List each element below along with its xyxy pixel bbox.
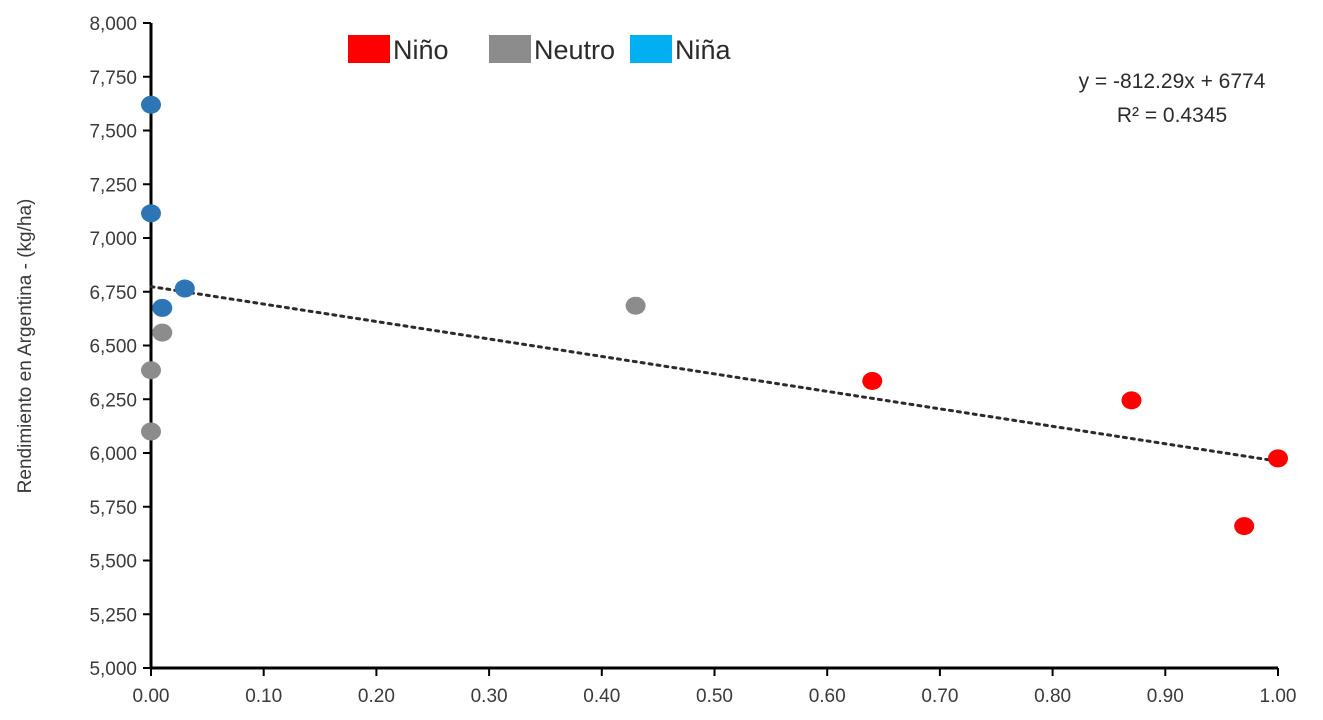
y-tick-label: 7,000 xyxy=(89,229,137,250)
data-point-ni-a xyxy=(141,95,161,114)
x-tick-label: 0.10 xyxy=(245,686,282,707)
y-tick-label: 6,000 xyxy=(89,444,137,465)
r-squared-label: R² = 0.4345 xyxy=(1117,104,1227,127)
annotations: y = -812.29x + 6774 R² = 0.4345 xyxy=(1079,70,1266,127)
data-point-ni-a xyxy=(152,298,173,317)
y-tick-label: 5,500 xyxy=(89,552,137,573)
data-point-neutro xyxy=(141,361,161,380)
y-tick-label: 6,250 xyxy=(89,390,137,411)
y-tick-label: 7,500 xyxy=(89,122,137,143)
trendline-dotted xyxy=(149,285,1280,463)
data-point-neutro xyxy=(625,296,646,315)
trendline-equation: y = -812.29x + 6774 xyxy=(1079,70,1266,93)
data-point-ni-o xyxy=(1121,391,1142,410)
y-axis-title: Rendimiento en Argentina - (kg/ha) xyxy=(15,199,36,494)
trendline xyxy=(149,285,1280,463)
y-tick-label: 5,000 xyxy=(89,659,137,680)
legend-label-ni-a: Niña xyxy=(675,35,732,65)
y-tick-label: 6,750 xyxy=(89,283,137,304)
x-tick-label: 0.40 xyxy=(583,686,620,707)
x-tick-label: 0.50 xyxy=(696,686,733,707)
data-point-ni-o xyxy=(1234,517,1255,536)
data-point-neutro xyxy=(141,422,161,441)
y-tick-label: 7,250 xyxy=(89,175,137,196)
legend: Niño Neutro Niña xyxy=(348,35,732,65)
y-tick-label: 6,500 xyxy=(89,337,137,358)
x-tick-label: 0.30 xyxy=(471,686,508,707)
legend-swatch-neutro xyxy=(489,35,531,63)
data-point-ni-a xyxy=(141,204,161,223)
data-point-ni-a xyxy=(174,279,195,298)
legend-label-neutro: Neutro xyxy=(534,35,615,65)
legend-swatch-ni-o xyxy=(348,35,390,63)
legend-label-ni-o: Niño xyxy=(393,35,449,65)
x-tick-label: 0.60 xyxy=(809,686,846,707)
data-points xyxy=(141,95,1288,536)
data-point-ni-o xyxy=(1268,449,1288,468)
y-tick-label: 5,750 xyxy=(89,498,137,519)
data-point-neutro xyxy=(152,323,173,342)
axes: 5,000 5,250 5,500 5,750 6,000 6,250 6,500 6,750… xyxy=(89,14,1296,707)
x-tick-label: 0.80 xyxy=(1034,686,1071,707)
y-tick-label: 7,750 xyxy=(89,68,137,89)
x-tick-label: 0.00 xyxy=(133,686,170,707)
x-tick-label: 0.90 xyxy=(1147,686,1184,707)
x-tick-label: 1.00 xyxy=(1260,686,1297,707)
x-tick-label: 0.70 xyxy=(921,686,958,707)
y-tick-label: 5,250 xyxy=(89,605,137,626)
x-tick-label: 0.20 xyxy=(358,686,395,707)
legend-swatch-ni-a xyxy=(630,35,672,63)
y-tick-label: 8,000 xyxy=(89,14,137,35)
data-point-ni-o xyxy=(862,371,883,390)
